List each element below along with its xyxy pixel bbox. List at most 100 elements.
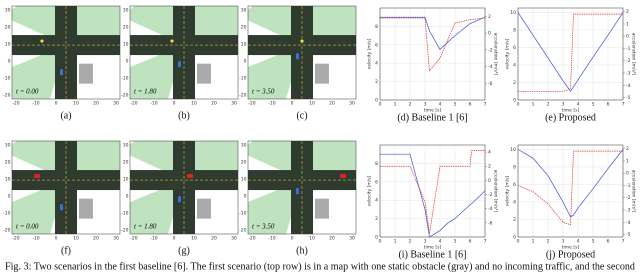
y2-tick-label: 0	[626, 171, 629, 177]
y-tick-label: 8	[375, 161, 378, 167]
y-tick-label: -10	[239, 76, 246, 82]
x-tick-label: 2	[547, 102, 550, 108]
y2-tick-label: -5	[626, 232, 631, 238]
y2-tick-label: -4	[626, 220, 631, 226]
obstacle	[196, 198, 211, 219]
y-tick-label: 20	[241, 160, 247, 166]
y2-tick-label: -2	[626, 195, 631, 201]
y-tick-label: 20	[5, 25, 11, 31]
x-axis-label: time [s]	[424, 245, 442, 251]
road-h	[248, 35, 356, 56]
x-tick-label: 3	[424, 239, 427, 245]
y-tick-label: 0	[375, 98, 378, 104]
chart-caption: (e) Proposed	[545, 112, 596, 123]
y2-tick-label: -3	[626, 208, 631, 214]
x-tick-label: 3	[562, 102, 565, 108]
sensor-area	[130, 45, 184, 99]
road-h	[248, 170, 356, 191]
plot-frame	[379, 144, 486, 238]
x-tick-label: -20	[12, 101, 19, 107]
plot-frame	[379, 7, 486, 101]
y-tick-label: -20	[239, 93, 246, 99]
chart-caption: (i) Baseline 1 [6]	[398, 249, 466, 260]
y-tick-label: 4	[513, 199, 516, 205]
y2-axis-label: acceleration [m/s²]	[493, 33, 499, 76]
x-tick-label: 20	[211, 101, 217, 107]
time-label: t = 1.80	[134, 223, 157, 231]
x-tick-label: 10	[73, 236, 79, 242]
series-line	[380, 16, 486, 50]
y-tick-label: 4	[375, 198, 378, 204]
x-tick-label: 0	[173, 236, 176, 242]
y-axis-label: velocity [m/s]	[367, 38, 373, 69]
x-tick-label: 30	[231, 101, 237, 107]
time-label: t = 3.50	[252, 88, 275, 96]
other-car	[296, 188, 299, 195]
y-tick-label: 30	[123, 8, 129, 14]
x-tick-label: 5	[454, 239, 457, 245]
x-tick-label: 6	[469, 239, 472, 245]
other-car	[178, 61, 181, 68]
sensor-area	[248, 45, 302, 99]
x-tick-label: 1	[394, 102, 397, 108]
road-h	[130, 170, 238, 191]
map-frame	[247, 5, 357, 100]
ego-car	[40, 39, 44, 43]
panel-caption: (f)	[61, 245, 71, 256]
obstacle	[78, 198, 93, 219]
x-tick-label: -20	[12, 236, 19, 242]
y-tick-label: 10	[5, 177, 11, 183]
y2-tick-label: -5	[626, 95, 631, 101]
y2-tick-label: -2	[626, 58, 631, 64]
x-tick-label: 30	[113, 101, 119, 107]
y2-tick-label: -4	[626, 83, 631, 89]
x-tick-label: 7	[622, 239, 625, 245]
x-tick-label: 5	[592, 239, 595, 245]
series-line	[380, 150, 485, 234]
ego-car	[34, 174, 40, 179]
x-tick-label: 0	[517, 102, 520, 108]
y-tick-label: 0	[244, 194, 247, 200]
y-tick-label: 20	[123, 25, 129, 31]
y-tick-label: 8	[513, 164, 516, 170]
road-h	[12, 35, 120, 56]
x-tick-label: 4	[439, 239, 442, 245]
map	[12, 141, 120, 234]
panel-caption: (g)	[178, 245, 190, 256]
panel-caption: (c)	[296, 110, 307, 121]
y2-tick-label: 4	[488, 150, 491, 156]
series-line	[518, 13, 623, 92]
y-tick-label: -20	[3, 93, 10, 99]
y-tick-label: 30	[123, 143, 129, 149]
y-tick-label: 20	[241, 25, 247, 31]
plot-frame	[517, 144, 624, 238]
x-tick-label: -10	[150, 101, 157, 107]
y2-tick-label: -6	[488, 220, 493, 226]
x-tick-label: 30	[113, 236, 119, 242]
y2-axis-label: acceleration [m/s²]	[631, 33, 637, 76]
y-tick-label: 10	[241, 42, 247, 48]
y2-tick-label: -2	[488, 47, 493, 53]
series-line	[517, 150, 623, 226]
map	[130, 141, 238, 234]
time-label: t = 0.00	[16, 223, 39, 231]
y2-tick-label: -3	[626, 71, 631, 77]
y2-tick-label: 1	[626, 21, 629, 27]
map	[248, 6, 356, 99]
map-frame	[129, 140, 239, 235]
y2-tick-label: 0	[488, 178, 491, 184]
map-frame	[11, 140, 121, 235]
map-frame	[247, 140, 357, 235]
y2-tick-label: -1	[626, 46, 631, 52]
ego-car	[170, 39, 174, 43]
y2-tick-label: 2	[626, 9, 629, 15]
y-tick-label: 10	[123, 42, 129, 48]
y2-tick-label: -6	[488, 81, 493, 87]
sensor-area	[130, 180, 184, 234]
x-tick-label: -10	[150, 236, 157, 242]
y2-tick-label: 2	[626, 146, 629, 152]
y-tick-label: -20	[121, 93, 128, 99]
x-tick-label: 10	[191, 101, 197, 107]
y-tick-label: 10	[5, 42, 11, 48]
